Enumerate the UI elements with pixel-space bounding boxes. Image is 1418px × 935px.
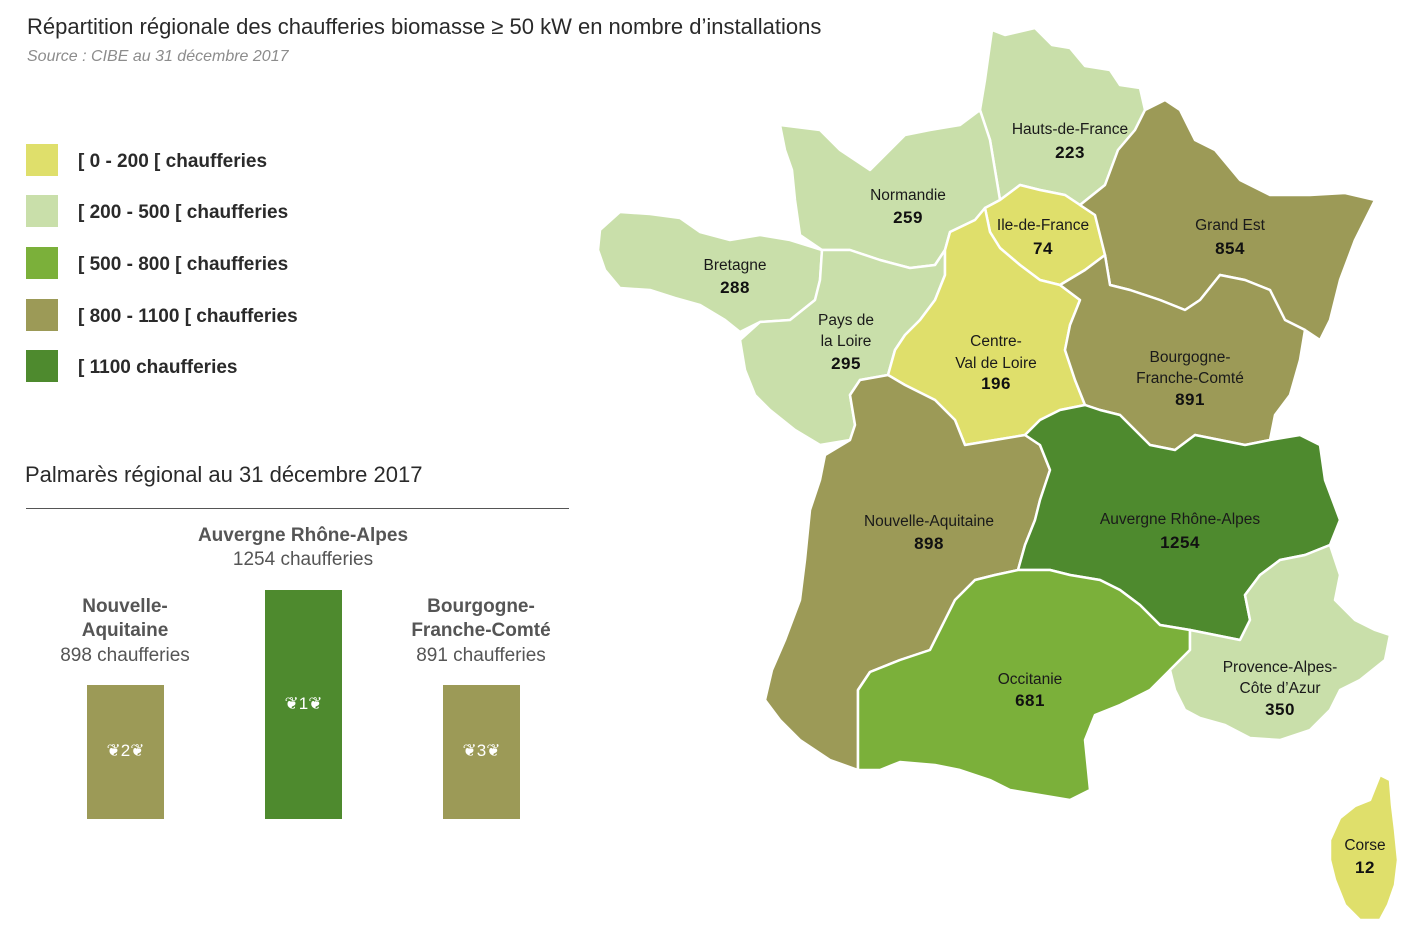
region-value: 891 (1175, 390, 1205, 409)
region-name: Corse (1344, 837, 1385, 854)
region-bretagne[interactable]: Bretagne 288 (596, 210, 824, 334)
region-name: Pays de (818, 312, 874, 329)
podium-bar-third: ❦3❦ (443, 685, 520, 819)
laurel-left-icon: ❦ (106, 741, 121, 760)
map-title: Répartition régionale des chaufferies bi… (27, 14, 822, 39)
region-value: 1254 (1160, 533, 1200, 552)
region-value: 288 (720, 278, 750, 297)
region-value: 681 (1015, 691, 1045, 710)
podium-second-name-line2: Aquitaine (81, 620, 169, 641)
podium-title: Palmarès régional au 31 décembre 2017 (25, 462, 423, 487)
region-name: Occitanie (998, 671, 1063, 688)
podium-divider (26, 508, 569, 509)
laurel-right-icon: ❦ (486, 741, 501, 760)
podium-first-count: 1254 chaufferies (232, 549, 374, 570)
source-note: Source : CIBE au 31 décembre 2017 (27, 48, 289, 65)
podium-bar-second: ❦2❦ (87, 685, 164, 819)
legend-item: [ 1100 chaufferies (26, 350, 366, 384)
region-name: Bourgogne- (1149, 349, 1230, 366)
podium-third-name-line2: Franche-Comté (411, 620, 551, 641)
legend-swatch (26, 350, 58, 382)
legend-item: [ 500 - 800 [ chaufferies (26, 247, 366, 281)
legend-swatch (26, 195, 58, 227)
legend-label: [ 0 - 200 [ chaufferies (78, 151, 268, 172)
podium-rank-third: ❦3❦ (443, 741, 520, 761)
podium-second-name-line1: Nouvelle- (82, 596, 168, 617)
region-name: Côte d’Azur (1240, 680, 1321, 697)
region-provence-alpes-cote-d-azur[interactable]: Provence-Alpes- Côte d’Azur 350 (1168, 543, 1392, 742)
region-value: 223 (1055, 143, 1085, 162)
region-name: Hauts-de-France (1012, 121, 1128, 138)
region-value: 295 (831, 354, 861, 373)
laurel-left-icon: ❦ (284, 694, 299, 713)
legend-label: [ 200 - 500 [ chaufferies (78, 202, 289, 223)
podium-first-name: Auvergne Rhône-Alpes (197, 525, 409, 546)
podium-second-count: 898 chaufferies (60, 645, 190, 666)
podium-third-name-line1: Bourgogne- (427, 596, 535, 617)
region-bourgogne-franche-comte[interactable]: Bourgogne- Franche-Comté 891 (1058, 253, 1307, 452)
laurel-left-icon: ❦ (462, 741, 477, 760)
legend-item: [ 800 - 1100 [ chaufferies (26, 299, 366, 333)
laurel-right-icon: ❦ (130, 741, 145, 760)
legend-label: [ 500 - 800 [ chaufferies (78, 254, 289, 275)
rank-number: 2 (120, 741, 131, 760)
region-value: 350 (1265, 700, 1295, 719)
region-corse[interactable]: Corse 12 (1328, 773, 1400, 922)
legend-item: [ 0 - 200 [ chaufferies (26, 144, 366, 178)
region-name: Franche-Comté (1136, 370, 1244, 387)
region-name: Bretagne (704, 257, 767, 274)
region-name: Nouvelle-Aquitaine (864, 513, 994, 530)
region-name: Auvergne Rhône-Alpes (1100, 511, 1261, 528)
region-name: Centre- (970, 333, 1022, 350)
region-value: 898 (914, 534, 944, 553)
region-name: Grand Est (1195, 217, 1265, 234)
region-centre-val-de-loire[interactable]: Centre- Val de Loire 196 (886, 206, 1087, 447)
podium-rank-first: ❦1❦ (265, 694, 342, 714)
region-value: 12 (1355, 858, 1375, 877)
region-name: Ile-de-France (997, 217, 1089, 234)
rank-number: 1 (298, 694, 309, 713)
region-value: 854 (1215, 239, 1245, 258)
legend-label: [ 800 - 1100 [ chaufferies (78, 306, 298, 327)
legend-swatch (26, 144, 58, 176)
region-value: 196 (981, 374, 1011, 393)
region-name: Val de Loire (955, 355, 1037, 372)
region-value: 74 (1033, 239, 1053, 258)
legend-label: [ 1100 chaufferies (78, 357, 238, 378)
region-name: Provence-Alpes- (1223, 659, 1338, 676)
legend-swatch (26, 299, 58, 331)
region-name: la Loire (821, 333, 872, 350)
region-hauts-de-france[interactable]: Hauts-de-France 223 (978, 26, 1147, 207)
legend-swatch (26, 247, 58, 279)
rank-number: 3 (476, 741, 487, 760)
podium-bar-first: ❦1❦ (265, 590, 342, 819)
laurel-right-icon: ❦ (308, 694, 323, 713)
podium-third-count: 891 chaufferies (416, 645, 546, 666)
podium-rank-second: ❦2❦ (87, 741, 164, 761)
region-value: 259 (893, 208, 923, 227)
legend-item: [ 200 - 500 [ chaufferies (26, 195, 366, 229)
region-name: Normandie (870, 187, 946, 204)
region-normandie[interactable]: Normandie 259 (778, 108, 1002, 270)
